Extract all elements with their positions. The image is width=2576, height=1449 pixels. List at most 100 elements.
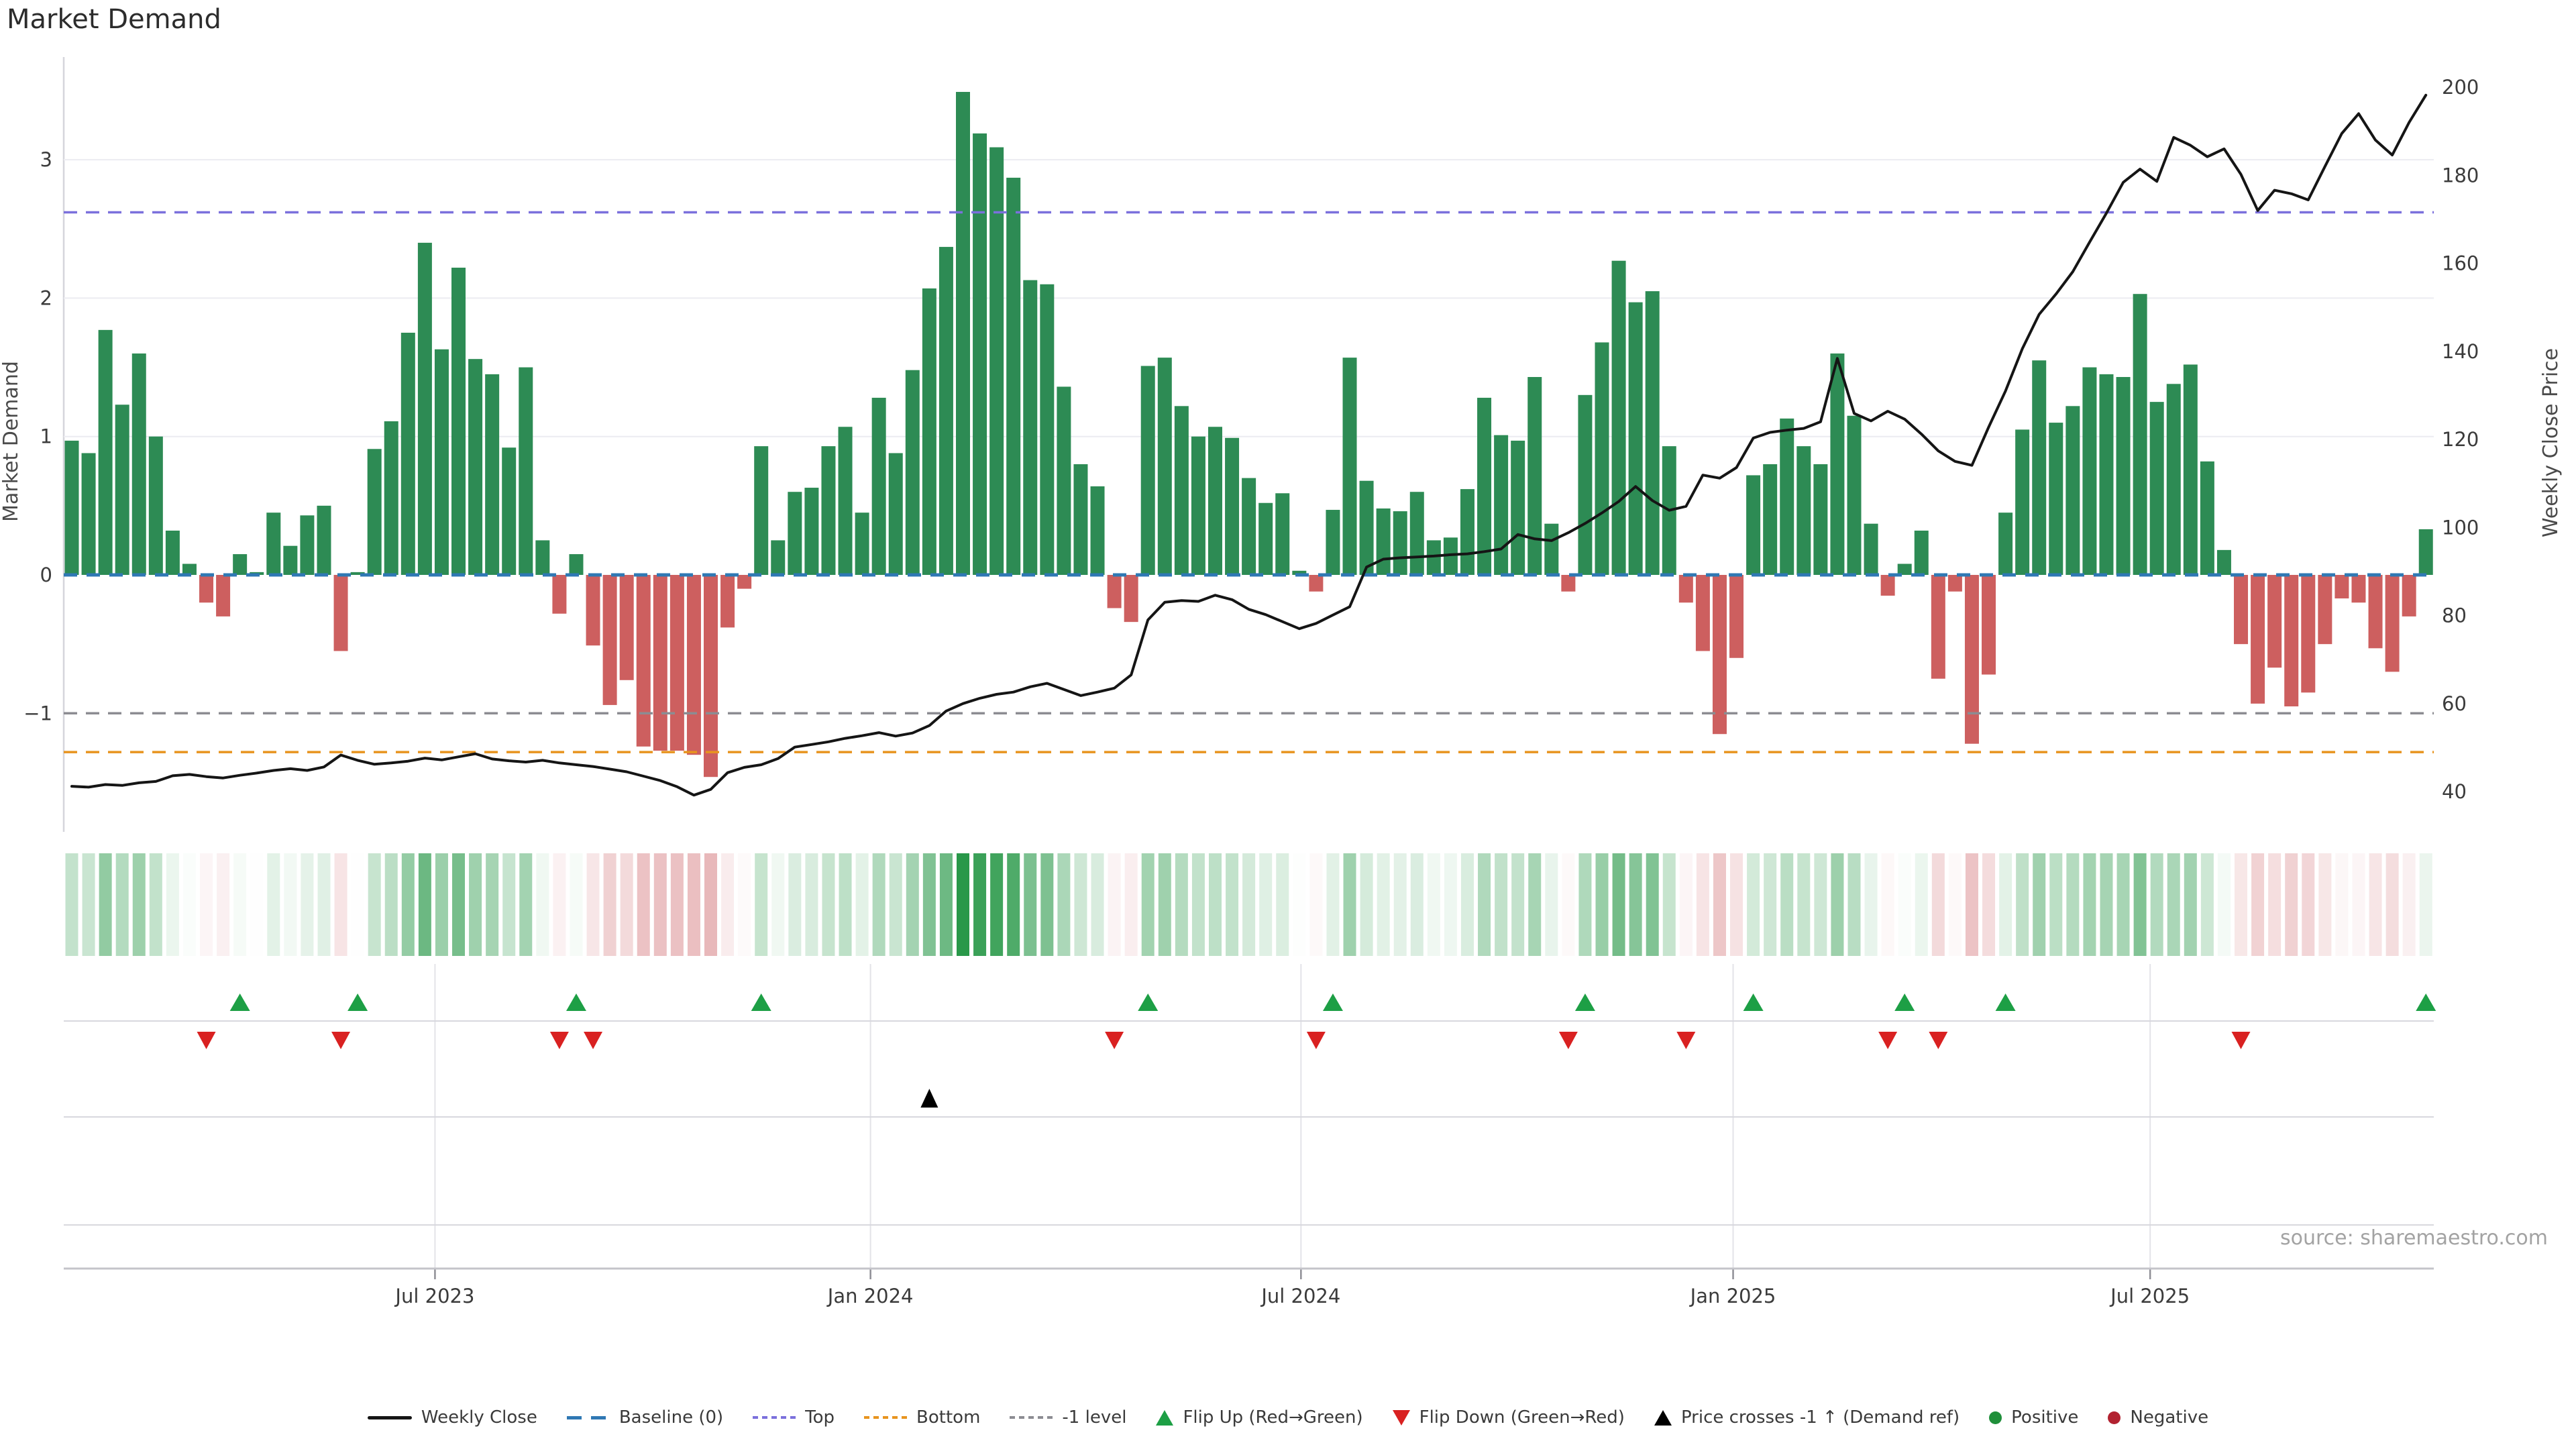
demand-bar-negative <box>2402 575 2416 616</box>
heatmap-cell <box>1881 853 1894 956</box>
heatmap-cell <box>2184 853 2197 956</box>
heatmap-cell <box>1814 853 1827 956</box>
demand-bar-positive <box>1157 358 1172 575</box>
demand-bar-positive <box>788 492 802 575</box>
heatmap-cell <box>1847 853 1861 956</box>
demand-bar-negative <box>2368 575 2383 649</box>
triangle-up-icon <box>1156 1409 1174 1426</box>
heatmap-cell <box>132 853 146 956</box>
dashed-line-swatch-icon <box>566 1415 610 1419</box>
demand-bar-positive <box>502 447 517 575</box>
heatmap-cell <box>1393 853 1407 956</box>
demand-bar-positive <box>2049 423 2063 575</box>
demand-bar-positive <box>1376 508 1391 575</box>
heatmap-cell <box>1965 853 1978 956</box>
legend-item-price-crosses-1-demand-ref: Price crosses -1 ↑ (Demand ref) <box>1654 1407 1960 1428</box>
heatmap-cell <box>486 853 499 956</box>
heatmap-cell <box>536 853 549 956</box>
left-axis-tick-label: 1 <box>40 425 52 448</box>
heatmap-cell <box>704 853 718 956</box>
demand-bar-positive <box>804 488 819 575</box>
demand-bar-positive <box>1393 511 1407 575</box>
heatmap-cell <box>301 853 314 956</box>
demand-bar-negative <box>619 575 634 680</box>
heatmap-cell <box>2217 853 2231 956</box>
demand-bar-positive <box>2216 549 2231 575</box>
heatmap-cell <box>2402 853 2416 956</box>
heatmap-cell <box>82 853 95 956</box>
legend-item-label: Flip Up (Red→Green) <box>1183 1407 1363 1428</box>
heatmap-cell <box>1007 853 1020 956</box>
heatmap-cell <box>1646 853 1659 956</box>
flip-down-marker <box>1878 1032 1898 1049</box>
left-axis-tick-label: 3 <box>40 148 52 171</box>
heatmap-cell <box>1124 853 1138 956</box>
heatmap-cell <box>1410 853 1424 956</box>
heatmap-cell <box>1982 853 1996 956</box>
left-axis-tick-label: −1 <box>23 702 52 724</box>
flip-up-marker <box>751 994 771 1011</box>
heatmap-cell <box>2200 853 2214 956</box>
demand-bar-positive <box>1813 464 1828 575</box>
demand-bar-positive <box>2015 429 2030 575</box>
heatmap-cell <box>2066 853 2080 956</box>
demand-bar-positive <box>1477 397 1492 575</box>
legend-item-weekly-close: Weekly Close <box>367 1407 537 1428</box>
demand-bar-positive <box>98 329 113 575</box>
heatmap-cell <box>1158 853 1171 956</box>
legend-item-label: Flip Down (Green→Red) <box>1419 1407 1625 1428</box>
demand-bar-negative <box>653 575 667 751</box>
heatmap-cell <box>166 853 179 956</box>
demand-bar-negative <box>2234 575 2249 645</box>
legend-item-label: Price crosses -1 ↑ (Demand ref) <box>1680 1407 1960 1428</box>
heatmap-cell <box>1780 853 1794 956</box>
demand-bar-negative <box>686 575 701 755</box>
x-axis-tick-label: Jan 2025 <box>1689 1285 1776 1307</box>
heatmap-cell <box>872 853 885 956</box>
demand-bar-positive <box>2065 406 2080 575</box>
legend-item-label: Top <box>805 1407 835 1428</box>
demand-bar-positive <box>1511 440 1525 575</box>
heatmap-cell <box>721 853 735 956</box>
demand-bar-positive <box>1225 437 1240 575</box>
heatmap-cell <box>1276 853 1289 956</box>
heatmap-cell <box>334 853 347 956</box>
demand-bar-positive <box>2200 461 2214 575</box>
demand-bar-positive <box>1864 523 1878 575</box>
demand-bar-positive <box>569 554 584 575</box>
demand-bar-negative <box>199 575 214 603</box>
right-axis-tick-label: 60 <box>2442 692 2467 715</box>
heatmap-cell <box>2033 853 2046 956</box>
demand-bar-positive <box>1763 464 1778 575</box>
heatmap-cell <box>788 853 802 956</box>
x-axis-tick-label: Jul 2025 <box>2109 1285 2190 1307</box>
demand-bar-positive <box>1460 489 1474 575</box>
demand-bar-positive <box>771 540 786 575</box>
heatmap-cell <box>2235 853 2248 956</box>
heatmap-cell <box>653 853 667 956</box>
heatmap-cell <box>267 853 280 956</box>
demand-bar-positive <box>922 288 936 575</box>
demand-bar-negative <box>2267 575 2282 668</box>
heatmap-cell <box>2369 853 2382 956</box>
demand-bar-negative <box>2334 575 2349 599</box>
demand-bar-negative <box>1678 575 1693 603</box>
flip-up-marker <box>1894 994 1915 1011</box>
heatmap-cell <box>990 853 1004 956</box>
heatmap-cell <box>738 853 751 956</box>
demand-bar-negative <box>704 575 718 777</box>
heatmap-cell <box>284 853 297 956</box>
flip-down-marker <box>2231 1032 2251 1049</box>
demand-bar-negative <box>1947 575 1962 592</box>
heatmap-cell <box>1797 853 1811 956</box>
demand-bar-negative <box>602 575 617 705</box>
heatmap-cell <box>1326 853 1340 956</box>
heatmap-cell <box>1091 853 1104 956</box>
heatmap-cell <box>1679 853 1693 956</box>
demand-bar-negative <box>1712 575 1727 735</box>
heatmap-cell <box>519 853 533 956</box>
demand-bar-negative <box>552 575 567 614</box>
demand-bar-positive <box>1174 406 1189 575</box>
demand-bar-positive <box>1998 513 2013 575</box>
weekly-close-line <box>70 93 2428 797</box>
